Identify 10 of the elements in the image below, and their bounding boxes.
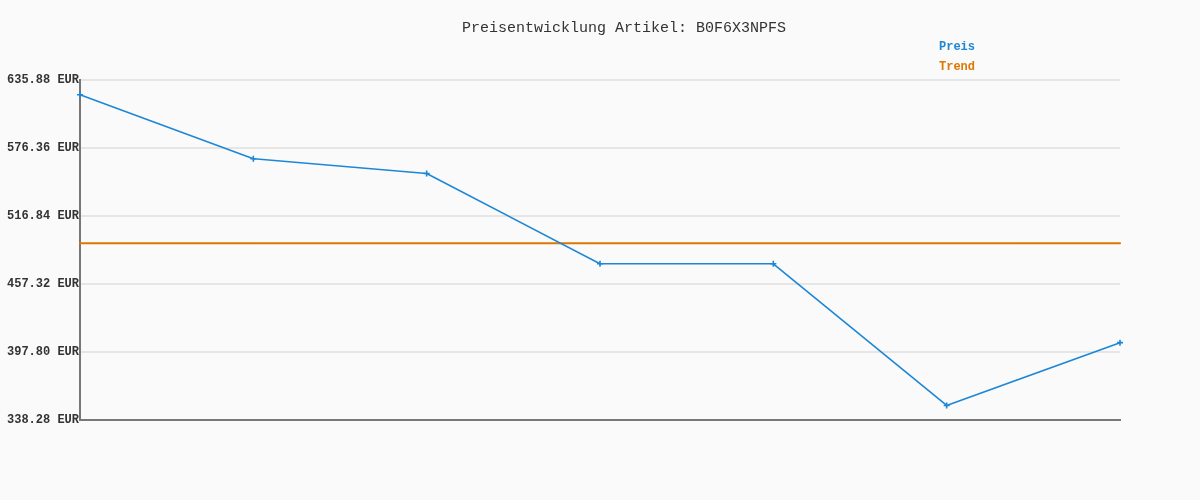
y-tick-label: 576.36 EUR — [6, 141, 80, 156]
y-tick-label: 635.88 EUR — [6, 73, 80, 88]
y-tick-label: 457.32 EUR — [6, 277, 80, 292]
y-tick-label: 338.28 EUR — [6, 413, 80, 428]
point — [596, 260, 604, 268]
text: Preis — [939, 40, 976, 55]
chart-title: Preisentwicklung Artikel: B0F6X3NPFS — [461, 19, 787, 37]
y-tick-label: 516.84 EUR — [6, 209, 80, 224]
text: Trend — [939, 60, 976, 75]
y-tick-label: 397.80 EUR — [6, 345, 80, 360]
